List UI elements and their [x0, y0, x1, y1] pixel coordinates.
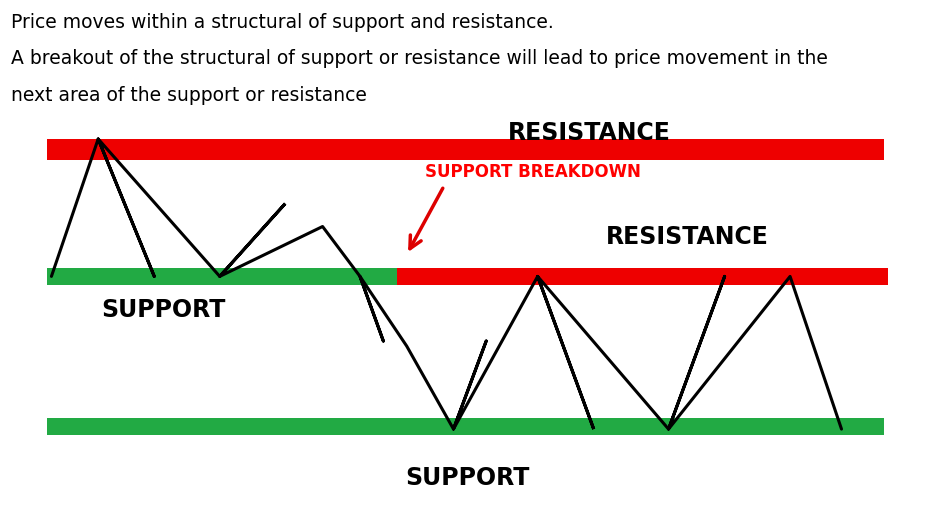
Bar — [397, 268, 888, 285]
Text: Price moves within a structural of support and resistance.: Price moves within a structural of suppo… — [11, 13, 554, 32]
Bar — [47, 139, 884, 160]
Bar — [47, 418, 884, 435]
Text: RESISTANCE: RESISTANCE — [508, 121, 670, 145]
Text: SUPPORT: SUPPORT — [101, 298, 226, 322]
Text: RESISTANCE: RESISTANCE — [606, 225, 769, 249]
Text: A breakout of the structural of support or resistance will lead to price movemen: A breakout of the structural of support … — [11, 49, 828, 68]
Text: next area of the support or resistance: next area of the support or resistance — [11, 86, 367, 105]
Text: SUPPORT: SUPPORT — [405, 466, 530, 490]
Bar — [47, 268, 397, 285]
Text: SUPPORT BREAKDOWN: SUPPORT BREAKDOWN — [425, 163, 641, 181]
